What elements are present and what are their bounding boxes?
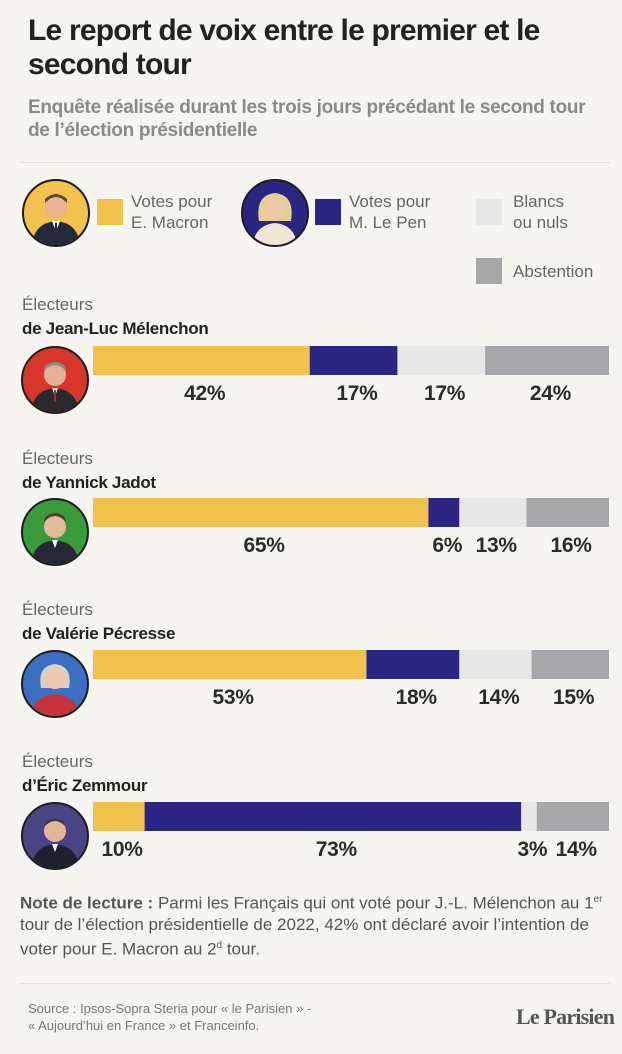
pct-label-macron: 53% (212, 686, 254, 709)
divider (20, 162, 610, 163)
macron-portrait (22, 179, 90, 247)
divider (20, 983, 610, 984)
bar-segment-abstention (531, 650, 609, 679)
pct-label-abstention: 16% (550, 534, 592, 557)
bar-segment-blancs (397, 346, 486, 375)
group-name: de Yannick Jadot (22, 473, 156, 492)
jadot-portrait (21, 498, 89, 566)
pct-label-lepen: 17% (336, 382, 378, 405)
bar-segment-macron (93, 498, 429, 527)
pct-label-lepen: 6% (432, 534, 463, 557)
stacked-bar-jadot (93, 498, 609, 527)
group-name: de Jean-Luc Mélenchon (22, 319, 209, 338)
legend-abstention-label: Abstention (513, 262, 594, 281)
pct-label-blancs: 13% (475, 534, 517, 557)
stacked-bar-zemmour (93, 802, 609, 831)
group-name: d’Éric Zemmour (22, 776, 148, 795)
pecresse-portrait (21, 650, 89, 718)
legend-blancs-label: Blancs ou nuls (513, 192, 568, 232)
note-text: tour. (222, 939, 260, 959)
legend-macron-label: Votes pour E. Macron (131, 192, 213, 232)
bar-segment-lepen (366, 650, 460, 679)
bar-segment-blancs (459, 498, 527, 527)
note-heading: Note de lecture : (20, 893, 154, 913)
group-name: de Valérie Pécresse (22, 624, 176, 643)
note-text: Parmi les Français qui ont voté pour J.-… (157, 893, 594, 913)
bar-segment-abstention (485, 346, 609, 375)
bar-segment-abstention (536, 802, 609, 831)
bar-segment-macron (93, 802, 145, 831)
note-text: tour de l’élection présidentielle de 202… (20, 914, 589, 959)
page-title: Le report de voix entre le premier et le… (28, 14, 540, 81)
group-label: Électeurs (22, 752, 93, 771)
group-label: Électeurs (22, 600, 93, 619)
legend-lepen-swatch (315, 199, 341, 225)
lepen-portrait (241, 179, 309, 247)
legend-macron-swatch (97, 199, 123, 225)
note-sup: d (216, 939, 223, 951)
pct-label-blancs: 14% (478, 686, 520, 709)
bar-segment-lepen (428, 498, 460, 527)
pct-label-lepen: 73% (315, 838, 357, 861)
pct-label-abstention: 15% (553, 686, 595, 709)
legend-lepen-label: Votes pour M. Le Pen (349, 192, 431, 232)
stacked-bar-pecresse (93, 650, 609, 679)
group-label: Électeurs (22, 295, 93, 314)
bar-segment-lepen (309, 346, 398, 375)
page-subtitle: Enquête réalisée durant les trois jours … (28, 97, 586, 141)
bar-segment-blancs (521, 802, 537, 831)
legend-blancs-swatch (476, 199, 502, 225)
le-parisien-logo: Le Parisien (516, 1004, 615, 1029)
pct-label-abstention: 14% (555, 838, 597, 861)
zemmour-portrait (21, 802, 89, 870)
melenchon-portrait (21, 346, 89, 414)
bar-segment-macron (93, 346, 310, 375)
legend-abstention-swatch (476, 258, 502, 284)
pct-label-abstention: 24% (529, 382, 571, 405)
pct-label-blancs: 3% (517, 838, 548, 861)
stacked-bar-melenchon (93, 346, 609, 375)
bar-segment-lepen (144, 802, 522, 831)
pct-label-macron: 42% (184, 382, 226, 405)
source-note: Source : Ipsos-Sopra Steria pour « le Pa… (28, 1001, 312, 1033)
bar-segment-macron (93, 650, 367, 679)
reading-note: Note de lecture : Parmi les Français qui… (20, 889, 610, 959)
pct-label-macron: 10% (101, 838, 143, 861)
pct-label-lepen: 18% (395, 686, 437, 709)
bar-segment-abstention (526, 498, 609, 527)
pct-label-macron: 65% (243, 534, 285, 557)
group-label: Électeurs (22, 449, 93, 468)
pct-label-blancs: 17% (424, 382, 466, 405)
bar-segment-blancs (459, 650, 532, 679)
note-sup: er (593, 894, 603, 905)
